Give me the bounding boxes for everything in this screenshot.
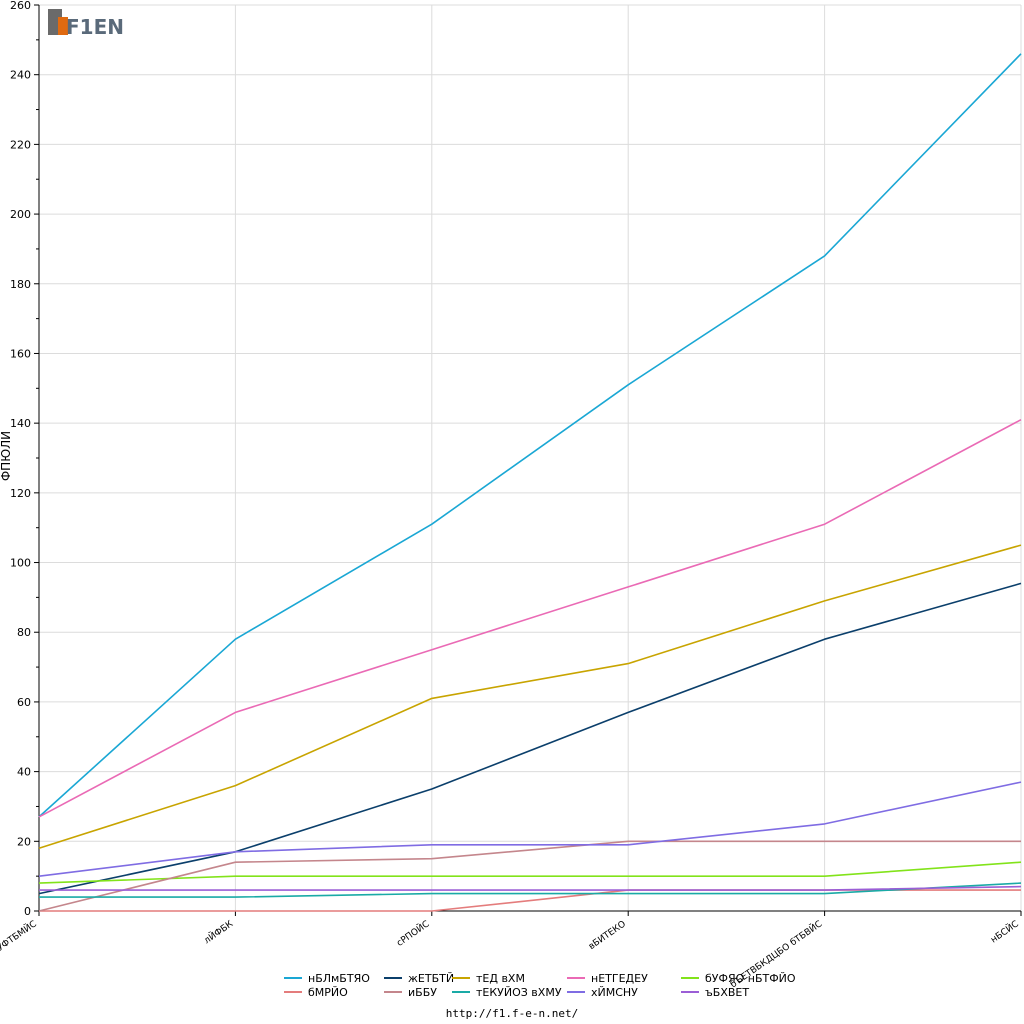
legend-item: тЕД вХМ <box>452 972 525 985</box>
legend-label: тЕКУЙОЗ вХМУ <box>476 986 562 999</box>
series-lines <box>38 53 1022 912</box>
y-tick-label: 0 <box>24 905 31 918</box>
legend-item: нБЛмБТЯО <box>284 972 370 985</box>
legend-label: жЕТБТЙ <box>408 972 454 985</box>
series-line-7 <box>38 840 1021 912</box>
y-tick-label: 60 <box>17 696 31 709</box>
y-tick-label: 140 <box>10 417 31 430</box>
logo-text: F1EN <box>66 15 124 39</box>
y-tick-label: 220 <box>10 138 31 151</box>
series-line-9 <box>38 781 1022 877</box>
series-line-5 <box>38 861 1022 884</box>
legend-item: бМРЙО <box>284 986 348 999</box>
legend-label: тЕД вХМ <box>476 972 525 985</box>
y-tick-label: 180 <box>10 278 31 291</box>
legend: нБЛмБТЯО жЕТБТЙ тЕД вХМ нЕТГЕДЕУ бУФЯО нБТФЙ… <box>284 972 796 999</box>
y-tick-label: 40 <box>17 766 31 779</box>
legend-label: ъБХВЕТ <box>705 986 749 999</box>
series-line-10 <box>39 885 1022 891</box>
legend-label: нБЛмБТЯО <box>308 972 370 985</box>
legend-label: иББУ <box>408 986 437 999</box>
y-tick-label: 80 <box>17 626 31 639</box>
y-tick-label: 260 <box>10 0 31 12</box>
legend-item: иББУ <box>384 986 437 999</box>
y-axis-title: ФПЮЛИ <box>0 431 13 481</box>
series-line-3 <box>38 544 1022 850</box>
legend-item: нЕТГЕДЕУ <box>567 972 648 985</box>
legend-label: хЙМСНУ <box>591 986 638 999</box>
legend-item: хЙМСНУ <box>567 986 638 999</box>
legend-item: тЕКУЙОЗ вХМУ <box>452 986 562 999</box>
series-line-1 <box>38 53 1022 818</box>
series-line-8 <box>39 882 1022 898</box>
f1en-logo: F1EN <box>48 9 124 39</box>
legend-label: бМРЙО <box>308 986 348 999</box>
legend-label: нЕТГЕДЕУ <box>591 972 648 985</box>
y-tick-label: 100 <box>10 557 31 570</box>
legend-item: ъБХВЕТ <box>681 986 749 999</box>
y-tick-label: 120 <box>10 487 31 500</box>
legend-label: бУФЯО нБТФЙО <box>705 972 796 985</box>
y-tick-label: 200 <box>10 208 31 221</box>
y-tick-label: 240 <box>10 69 31 82</box>
series-line-4 <box>38 418 1022 818</box>
legend-item: жЕТБТЙ <box>384 972 454 985</box>
legend-item: бУФЯО нБТФЙО <box>681 972 796 985</box>
series-line-2 <box>38 582 1022 895</box>
y-tick-label: 160 <box>10 347 31 360</box>
y-tick-label: 20 <box>17 835 31 848</box>
footer-url: http://f1.f-e-n.net/ <box>446 1007 578 1020</box>
